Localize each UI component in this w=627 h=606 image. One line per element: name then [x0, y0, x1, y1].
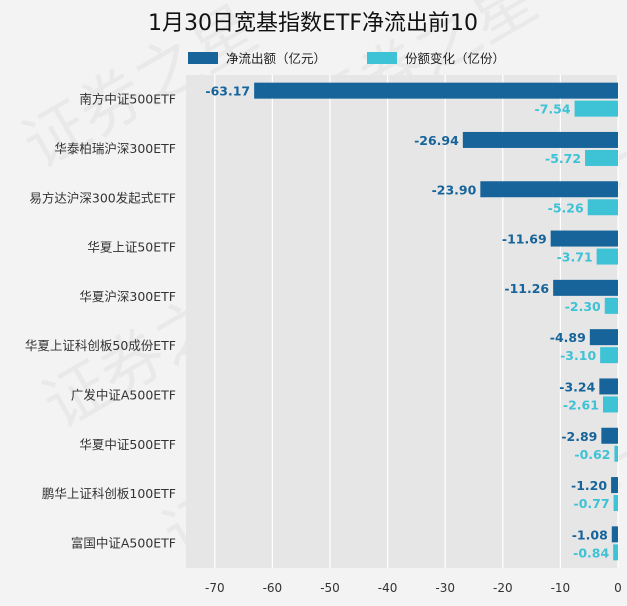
value-label-share-change: -0.62	[574, 447, 610, 462]
legend-label-share-change: 份额变化（亿份）	[405, 51, 505, 66]
category-label: 华泰柏瑞沪深300ETF	[54, 141, 176, 156]
category-label: 富国中证A500ETF	[71, 535, 176, 550]
x-tick-label: -10	[551, 581, 571, 595]
value-label-net-outflow: -11.69	[502, 232, 547, 247]
x-tick-label: -60	[263, 581, 283, 595]
bar-share-change	[613, 495, 618, 512]
value-label-net-outflow: -1.20	[571, 478, 607, 493]
value-label-share-change: -0.77	[574, 496, 610, 511]
value-label-net-outflow: -3.24	[559, 379, 595, 394]
value-label-net-outflow: -63.17	[205, 84, 250, 99]
bar-layer	[254, 82, 618, 561]
bar-share-change	[604, 297, 618, 314]
bar-net-outflow	[254, 82, 618, 99]
value-label-net-outflow: -11.26	[504, 281, 549, 296]
bar-net-outflow	[611, 526, 618, 543]
x-tick-label: -40	[378, 581, 398, 595]
legend: 净流出额（亿元） 份额变化（亿份）	[188, 51, 505, 66]
value-label-share-change: -5.72	[545, 151, 581, 166]
bar-net-outflow	[601, 427, 618, 444]
bar-share-change	[600, 347, 618, 364]
x-tick-label: -20	[493, 581, 513, 595]
value-label-net-outflow: -23.90	[432, 182, 477, 197]
legend-label-net-outflow: 净流出额（亿元）	[226, 51, 326, 66]
bar-net-outflow	[611, 477, 618, 494]
x-tick-label: -30	[435, 581, 455, 595]
bar-net-outflow	[599, 378, 618, 395]
chart-title: 1月30日宽基指数ETF净流出前10	[148, 11, 478, 36]
category-label: 南方中证500ETF	[79, 92, 176, 107]
bar-net-outflow	[589, 329, 618, 346]
bar-share-change	[614, 445, 618, 462]
value-label-share-change: -2.30	[565, 299, 601, 314]
category-label: 鹏华上证科创板100ETF	[42, 486, 176, 501]
category-label: 易方达沪深300发起式ETF	[29, 190, 176, 205]
x-tick-label: 0	[614, 581, 622, 595]
bar-net-outflow	[462, 131, 618, 148]
value-label-net-outflow: -2.89	[561, 429, 597, 444]
category-label: 广发中证A500ETF	[71, 387, 176, 402]
category-label: 华夏沪深300ETF	[79, 289, 176, 304]
legend-swatch-net-outflow	[188, 52, 218, 64]
value-label-share-change: -0.84	[573, 545, 609, 560]
category-label: 华夏上证科创板50成份ETF	[25, 338, 176, 353]
category-label-layer: 南方中证500ETF 华泰柏瑞沪深300ETF 易方达沪深300发起式ETF 华夏上证…	[25, 92, 176, 551]
x-tick-label: -70	[205, 581, 225, 595]
value-label-share-change: -7.54	[535, 102, 571, 117]
bar-share-change	[574, 100, 618, 117]
value-label-net-outflow: -1.08	[572, 527, 608, 542]
legend-swatch-share-change	[367, 52, 397, 64]
category-label: 华夏中证500ETF	[79, 437, 176, 452]
value-label-share-change: -2.61	[563, 397, 599, 412]
bar-share-change	[602, 396, 618, 413]
value-label-share-change: -3.10	[560, 348, 596, 363]
value-label-share-change: -3.71	[557, 250, 593, 265]
value-label-net-outflow: -4.89	[550, 330, 586, 345]
bar-share-change	[613, 544, 618, 561]
bar-net-outflow	[550, 230, 618, 247]
bar-net-outflow	[553, 279, 618, 296]
x-tick-label: -50	[320, 581, 340, 595]
bar-share-change	[587, 199, 618, 216]
bar-net-outflow	[480, 181, 618, 198]
value-label-net-outflow: -26.94	[414, 133, 459, 148]
category-label: 华夏上证50ETF	[87, 240, 176, 255]
tick-label-layer: -70 -60 -50 -40 -30 -20 -10 0	[205, 581, 622, 595]
gridlines	[214, 75, 619, 568]
bar-share-change	[596, 248, 618, 265]
value-label-share-change: -5.26	[548, 200, 584, 215]
plot-area	[186, 75, 618, 568]
bar-share-change	[585, 149, 618, 166]
value-label-layer: -63.17-7.54-26.94-5.72-23.90-5.26-11.69-…	[205, 84, 610, 561]
